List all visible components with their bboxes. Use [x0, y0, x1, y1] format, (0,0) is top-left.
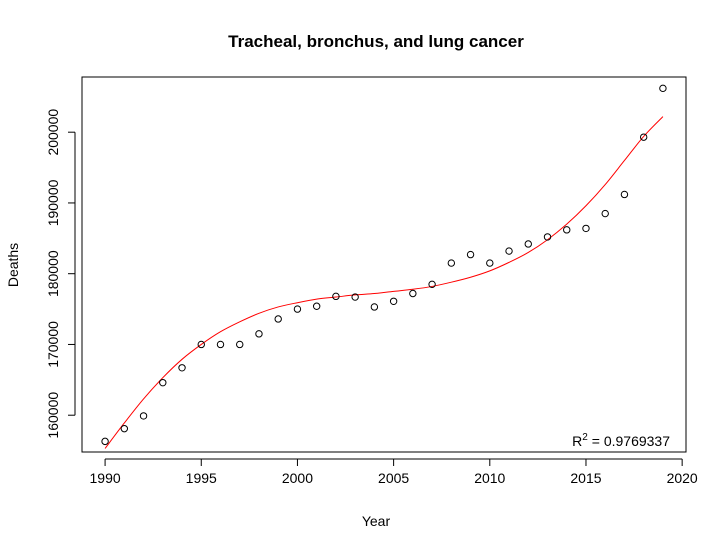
data-point — [543, 233, 552, 241]
data-point — [159, 378, 167, 387]
data-point — [120, 424, 129, 433]
data-point — [447, 259, 456, 267]
fit-curve-layer — [104, 116, 664, 449]
data-point — [351, 293, 359, 301]
y-axis: 160000 170000 180000 190000 200000 — [45, 109, 76, 439]
data-point — [639, 133, 648, 141]
x-tick-label: 2000 — [282, 470, 313, 486]
data-point — [466, 250, 475, 259]
data-point — [601, 209, 609, 218]
data-point — [312, 302, 321, 310]
data-point — [409, 289, 417, 298]
x-tick-label: 1995 — [186, 470, 217, 486]
r-squared-annotation: R2 = 0.9769337 — [572, 432, 670, 449]
data-point — [178, 364, 186, 372]
data-point — [255, 330, 263, 338]
r-squared-symbol: R — [572, 433, 582, 449]
data-point — [428, 280, 436, 289]
data-point — [659, 84, 667, 93]
data-point — [236, 340, 244, 349]
data-point — [216, 340, 225, 349]
r-squared-value: = 0.9769337 — [588, 433, 670, 449]
data-point — [389, 297, 398, 305]
r-squared-superscript: 2 — [582, 432, 588, 443]
x-tick-label: 2020 — [667, 470, 698, 486]
x-tick-label: 2010 — [474, 470, 505, 486]
y-tick-label: 180000 — [45, 250, 61, 297]
data-point — [197, 340, 205, 349]
data-point — [582, 224, 590, 233]
y-axis-label: Deaths — [5, 243, 21, 287]
data-point — [101, 437, 109, 446]
data-point — [274, 315, 282, 323]
data-point — [332, 292, 340, 301]
x-axis-label: Year — [362, 513, 391, 529]
data-point — [505, 247, 513, 255]
chart-title: Tracheal, bronchus, and lung cancer — [228, 32, 524, 51]
data-point — [563, 226, 571, 234]
data-points-layer — [101, 84, 667, 446]
y-tick-label: 170000 — [45, 321, 61, 368]
fit-curve-line — [104, 116, 664, 449]
data-point — [293, 305, 302, 313]
x-tick-label: 2005 — [378, 470, 409, 486]
x-axis: 1990 1995 2000 2005 2010 2015 2020 — [90, 458, 698, 486]
data-point — [370, 303, 379, 311]
y-tick-label: 200000 — [45, 109, 61, 156]
data-point — [139, 412, 148, 420]
y-tick-label: 160000 — [45, 392, 61, 439]
data-point — [486, 259, 494, 267]
x-tick-label: 2015 — [570, 470, 601, 486]
y-tick-label: 190000 — [45, 179, 61, 226]
plot-frame — [81, 76, 687, 453]
data-point — [524, 240, 532, 248]
data-point — [620, 190, 629, 199]
x-tick-label: 1990 — [90, 470, 121, 486]
